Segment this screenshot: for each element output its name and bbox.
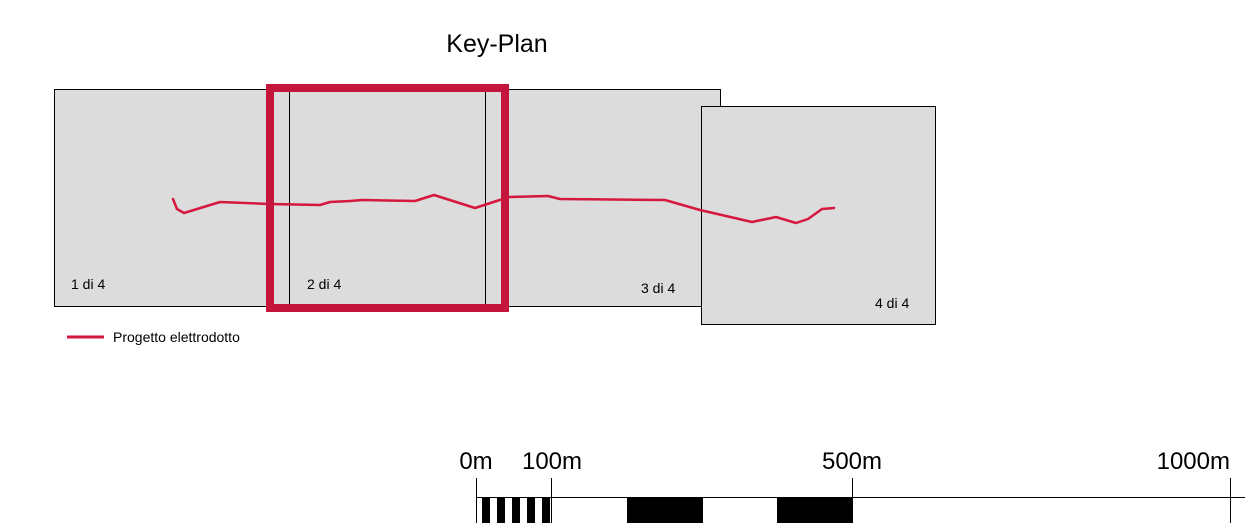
scale-label-0m: 0m [459,448,492,475]
current-sheet-highlight [266,84,509,312]
sheet-frame-2[interactable] [289,89,486,307]
route-line [171,193,836,225]
sheet-label-4: 4 di 4 [875,295,909,311]
sheet-frame-4[interactable] [701,106,936,325]
scale-segment-major-1 [627,498,703,523]
scale-label-500m: 500m [822,448,882,475]
scale-segment-fine-2 [497,498,505,523]
scale-segment-fine-3 [512,498,520,523]
scale-bar: 0m 100m 500m 1000m [459,448,1245,523]
scale-label-100m: 100m [522,448,582,475]
sheet-frames [54,89,936,325]
sheet-label-2: 2 di 4 [307,276,341,292]
sheet-frame-1[interactable] [54,89,290,307]
scale-segment-fine-1 [482,498,490,523]
scale-segment-fine-4 [527,498,535,523]
key-plan-title: Key-Plan [446,30,547,58]
scale-label-1000m: 1000m [1157,448,1230,475]
legend-label: Progetto elettrodotto [113,329,240,345]
sheet-label-1: 1 di 4 [71,276,105,292]
legend: Progetto elettrodotto [67,329,240,345]
sheet-frame-3[interactable] [485,89,721,307]
scale-segment-major-2 [777,498,853,523]
scale-segment-fine-5 [542,498,550,523]
sheet-label-3: 3 di 4 [641,280,675,296]
